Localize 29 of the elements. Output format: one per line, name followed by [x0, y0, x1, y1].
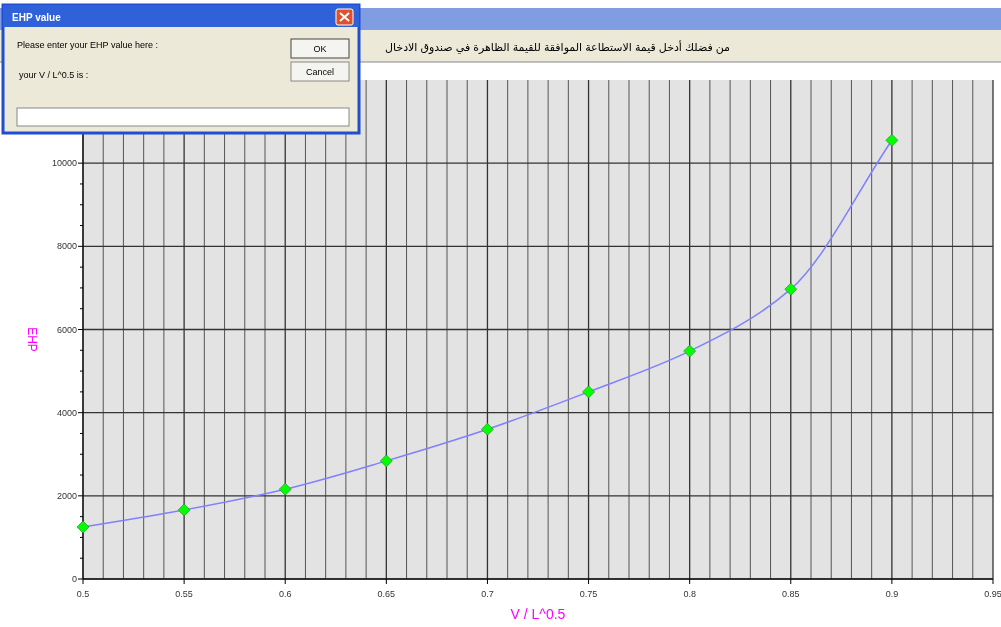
y-axis-title: EHP [25, 327, 39, 352]
point [885, 134, 899, 147]
point [683, 344, 696, 358]
text: من فضلك أدخل قيمة الاستطاعة الموافقة للقيمة الظاهرة في صندوق الادخال [384, 40, 731, 54]
x-tick-label: 0.7 [481, 589, 494, 599]
x-tick-label: 0.6 [278, 589, 292, 599]
x-tick-label: 0.65 [377, 589, 396, 599]
y-tick-label: 0 [71, 574, 77, 584]
x-tick-label: 0.9 [885, 589, 899, 599]
point [76, 520, 90, 534]
y-tick-label: 4000 [56, 407, 77, 418]
y-tick-label: 8000 [56, 241, 77, 252]
x-axis-title: V / L^0.5 [510, 606, 566, 622]
x-tick-label: 0.75 [579, 589, 598, 599]
point [784, 282, 798, 296]
picture-dialog-box: EHP value Please enter your EHP value here : your V / L^0.5 is : OK Cancel [1, 3, 361, 135]
x-tick-label: 0.55 [175, 589, 193, 599]
y-tick-label: 6000 [56, 324, 77, 335]
point [582, 385, 595, 399]
x-tick-label: 0.85 [782, 589, 800, 599]
x-tick-label: 0.5 [76, 589, 90, 599]
y-tick-label: 10000 [51, 158, 77, 169]
y-tick-label: 2000 [56, 490, 77, 501]
point [380, 454, 393, 468]
point [278, 482, 292, 496]
point [481, 423, 494, 436]
x-tick-label: 0.95 [984, 589, 1001, 599]
point [177, 503, 191, 517]
x-tick-label: 0.8 [683, 589, 696, 599]
